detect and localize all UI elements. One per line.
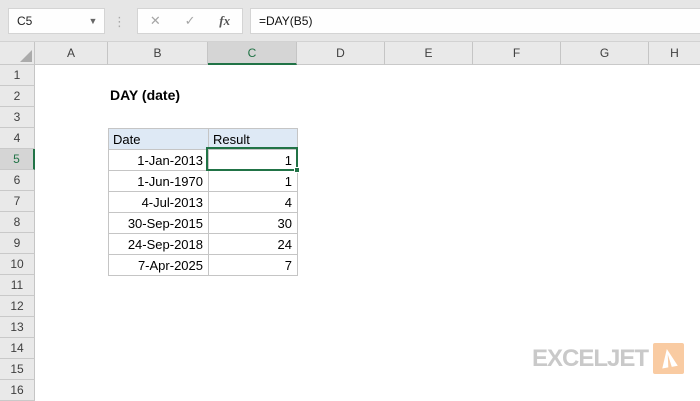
enter-icon[interactable]: ✓ xyxy=(184,13,196,28)
row-header-16[interactable]: 16 xyxy=(0,380,35,401)
cell-b6[interactable]: 1-Jun-1970 xyxy=(109,171,209,192)
cell-c8[interactable]: 30 xyxy=(209,213,298,234)
row-header-9[interactable]: 9 xyxy=(0,233,35,254)
table-row: 24-Sep-2018 24 xyxy=(109,234,298,255)
row-header-2[interactable]: 2 xyxy=(0,86,35,107)
column-header-c[interactable]: C xyxy=(208,42,297,65)
row-header-13[interactable]: 13 xyxy=(0,317,35,338)
cell-b10[interactable]: 7-Apr-2025 xyxy=(109,255,209,276)
row-header-6[interactable]: 6 xyxy=(0,170,35,191)
worksheet-title: DAY (date) xyxy=(110,87,181,103)
select-all-triangle-icon xyxy=(20,50,32,62)
cell-c7[interactable]: 4 xyxy=(209,192,298,213)
row-header-11[interactable]: 11 xyxy=(0,275,35,296)
exceljet-logo: EXCELJET xyxy=(532,343,684,374)
cell-c10[interactable]: 7 xyxy=(209,255,298,276)
formula-bar: C5 ▼ ⋮ ✕ ✓ fx =DAY(B5) xyxy=(0,0,700,42)
table-row: 1-Jun-1970 1 xyxy=(109,171,298,192)
select-all-button[interactable] xyxy=(0,42,35,65)
table-row: 4-Jul-2013 4 xyxy=(109,192,298,213)
selected-cell-outline[interactable] xyxy=(206,147,300,173)
cancel-icon[interactable]: ✕ xyxy=(149,13,161,28)
name-box-value: C5 xyxy=(17,14,33,28)
row-headers: 1 2 3 4 5 6 7 8 9 10 11 12 13 14 15 16 xyxy=(0,65,35,401)
paper-plane-icon xyxy=(653,343,684,374)
cell-c6[interactable]: 1 xyxy=(209,171,298,192)
drag-dots-icon: ⋮ xyxy=(113,13,126,29)
cell-b8[interactable]: 30-Sep-2015 xyxy=(109,213,209,234)
column-header-d[interactable]: D xyxy=(297,42,385,65)
column-header-e[interactable]: E xyxy=(385,42,473,65)
column-header-h[interactable]: H xyxy=(649,42,700,65)
row-header-12[interactable]: 12 xyxy=(0,296,35,317)
formula-input[interactable]: =DAY(B5) xyxy=(250,8,700,34)
column-header-f[interactable]: F xyxy=(473,42,561,65)
row-header-7[interactable]: 7 xyxy=(0,191,35,212)
cell-b5[interactable]: 1-Jan-2013 xyxy=(109,150,209,171)
table-header-date[interactable]: Date xyxy=(109,129,209,150)
table-row: 7-Apr-2025 7 xyxy=(109,255,298,276)
row-header-15[interactable]: 15 xyxy=(0,359,35,380)
cell-b9[interactable]: 24-Sep-2018 xyxy=(109,234,209,255)
column-header-g[interactable]: G xyxy=(561,42,649,65)
column-headers: A B C D E F G H xyxy=(0,42,700,65)
grid-body: 1 2 3 4 5 6 7 8 9 10 11 12 13 14 15 16 D… xyxy=(0,65,700,401)
column-header-a[interactable]: A xyxy=(35,42,108,65)
table-row: 30-Sep-2015 30 xyxy=(109,213,298,234)
row-header-4[interactable]: 4 xyxy=(0,128,35,149)
row-header-8[interactable]: 8 xyxy=(0,212,35,233)
insert-function-icon[interactable]: fx xyxy=(219,13,231,28)
row-header-1[interactable]: 1 xyxy=(0,65,35,86)
row-header-5[interactable]: 5 xyxy=(0,149,35,170)
cell-c9[interactable]: 24 xyxy=(209,234,298,255)
data-table: Date Result 1-Jan-2013 1 1-Jun-1970 1 4-… xyxy=(108,128,298,276)
cell-b7[interactable]: 4-Jul-2013 xyxy=(109,192,209,213)
name-box[interactable]: C5 ▼ xyxy=(8,8,105,34)
table-row: 1-Jan-2013 1 xyxy=(109,150,298,171)
row-header-14[interactable]: 14 xyxy=(0,338,35,359)
column-header-b[interactable]: B xyxy=(108,42,208,65)
chevron-down-icon[interactable]: ▼ xyxy=(88,16,98,26)
table-header-result[interactable]: Result xyxy=(209,129,298,150)
exceljet-logo-text: EXCELJET xyxy=(531,344,649,372)
table-header-row: Date Result xyxy=(109,129,298,150)
row-header-10[interactable]: 10 xyxy=(0,254,35,275)
worksheet[interactable]: DAY (date) Date Result 1-Jan-2013 1 1-Ju… xyxy=(35,65,700,400)
formula-buttons: ✕ ✓ fx xyxy=(137,8,243,34)
row-header-3[interactable]: 3 xyxy=(0,107,35,128)
fill-handle[interactable] xyxy=(294,167,300,173)
formula-text: =DAY(B5) xyxy=(259,14,313,28)
